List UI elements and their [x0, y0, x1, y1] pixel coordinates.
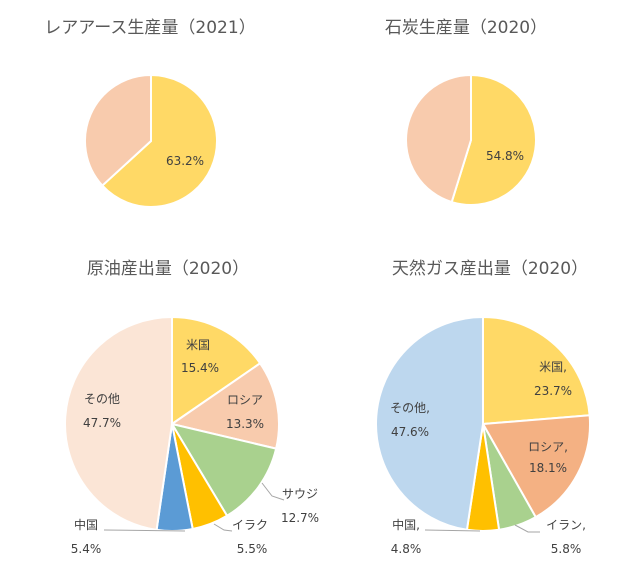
pie-chart-4: 天然ガス産出量（2020） 米国, 23.7% ロシア, 18.1% イラン, 5.8% 中国…: [374, 259, 591, 556]
slice-value-label: 47.6%: [391, 425, 429, 439]
slice-label: ロシア,: [528, 440, 568, 454]
slice-label: 中国: [74, 517, 98, 532]
slice-label: イラン,: [546, 518, 586, 532]
slice-label: イラク: [232, 518, 268, 532]
slice-value-label: 47.7%: [83, 416, 121, 430]
chart-title: 原油産出量（2020）: [87, 259, 249, 279]
slice-value-label: 4.8%: [391, 542, 422, 556]
leader-line: [103, 529, 186, 532]
slice-label: 米国,: [539, 360, 567, 374]
leader-line: [261, 482, 285, 501]
pie-slice: [482, 315, 591, 426]
slice-value-label: 15.4%: [181, 361, 219, 375]
slice-value-label: 63.2%: [166, 154, 204, 168]
pie-chart-3: 原油産出量（2020） 米国 15.4% ロシア 13.3% サウジ 12.7% イラク 5.5…: [64, 259, 319, 556]
slice-value-label: 13.3%: [226, 417, 264, 431]
pie-slice: [171, 315, 262, 426]
slice-label: その他: [84, 392, 120, 406]
pie-slice: [64, 315, 173, 532]
slice-value-label: 5.5%: [237, 542, 268, 556]
chart-title: 石炭生産量（2020）: [385, 18, 547, 38]
pie-slice: [405, 73, 472, 204]
slice-label: 中国,: [392, 517, 420, 532]
slice-label: 米国: [186, 338, 210, 352]
slice-value-label: 18.1%: [529, 461, 567, 475]
slice-label: その他,: [390, 401, 430, 415]
slice-value-label: 54.8%: [486, 149, 524, 163]
slice-value-label: 5.8%: [551, 542, 582, 556]
pie-slice: [84, 73, 152, 187]
slice-label: サウジ: [282, 487, 318, 501]
leader-line: [514, 524, 540, 533]
pie-slice: [100, 73, 218, 208]
pie-chart-2: 石炭生産量（2020） 54.8%: [385, 18, 547, 206]
slice-value-label: 12.7%: [281, 511, 319, 525]
slice-label: ロシア: [227, 393, 263, 407]
pie-chart-1: レアアース生産量（2021） 63.2%: [44, 18, 256, 208]
slice-value-label: 23.7%: [534, 384, 572, 398]
chart-title: レアアース生産量（2021）: [44, 18, 255, 38]
pie-slice: [481, 414, 591, 519]
leader-line: [213, 523, 233, 532]
pie-slice: [450, 73, 537, 206]
pie-slice: [374, 315, 484, 531]
leader-line: [424, 529, 481, 532]
chart-title: 天然ガス産出量（2020）: [392, 259, 588, 279]
pie-slice: [169, 422, 278, 518]
slice-value-label: 5.4%: [71, 542, 102, 556]
pie-slice: [169, 361, 280, 450]
